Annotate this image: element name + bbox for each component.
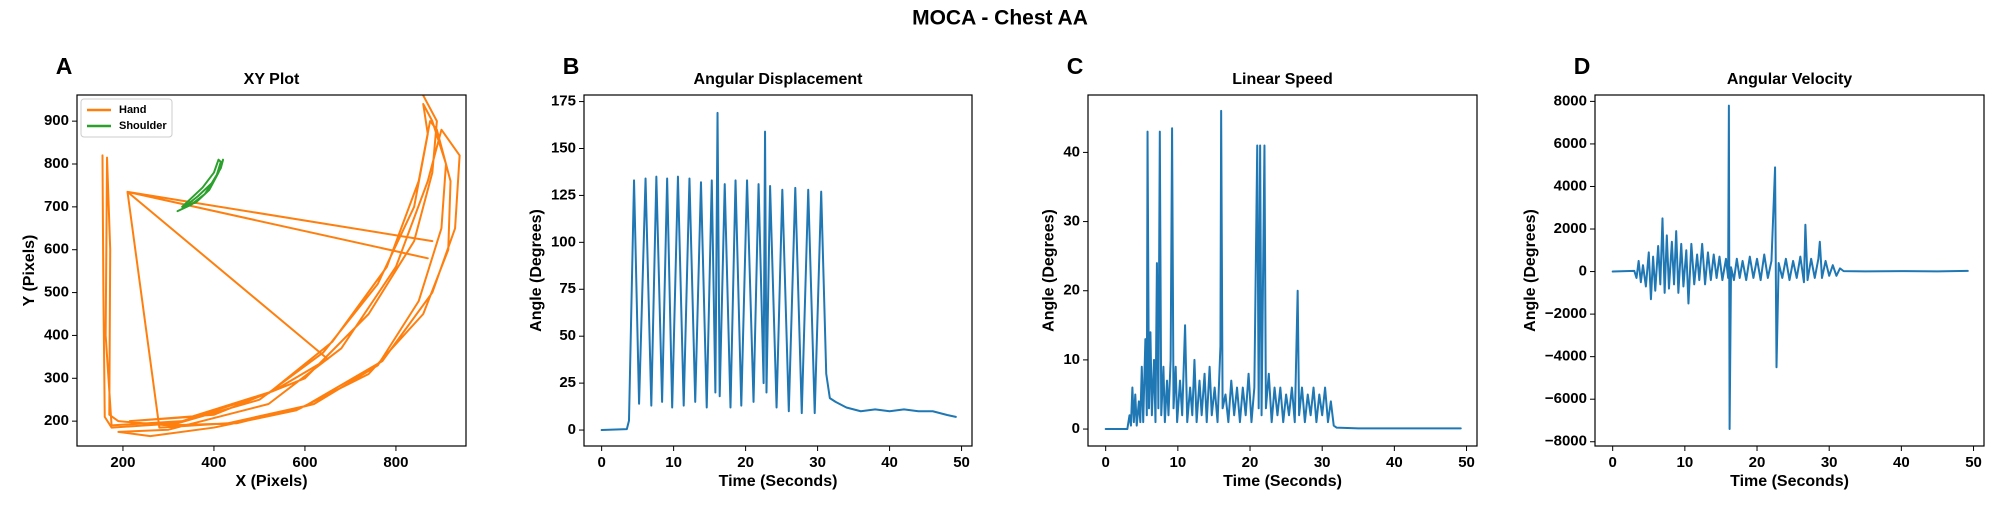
y-tick-label: 75 xyxy=(559,280,576,297)
x-tick-label: 600 xyxy=(292,454,317,471)
x-tick-label: 40 xyxy=(881,454,898,471)
x-tick-label: 50 xyxy=(953,454,970,471)
data-line xyxy=(1104,109,1462,431)
y-tick-label: 20 xyxy=(1063,282,1080,299)
y-tick-label: 500 xyxy=(44,284,69,301)
x-tick-label: 40 xyxy=(1386,454,1403,471)
y-tick-label: 4000 xyxy=(1554,177,1587,194)
figure-title: MOCA - Chest AA xyxy=(912,7,1088,30)
y-tick-label: −8000 xyxy=(1545,433,1587,450)
legend-label: Hand xyxy=(119,104,147,116)
data-line xyxy=(600,111,957,432)
y-tick-label: 6000 xyxy=(1554,135,1587,152)
panel-label: A xyxy=(56,53,73,79)
y-axis-label: Y (Pixels) xyxy=(21,235,38,307)
x-axis-label: Time (Seconds) xyxy=(1223,473,1342,490)
x-tick-label: 800 xyxy=(383,454,408,471)
x-tick-label: 0 xyxy=(1102,454,1110,471)
legend-box xyxy=(80,98,173,138)
x-axis-label: Time (Seconds) xyxy=(719,473,838,490)
panel-label: D xyxy=(1574,53,1591,79)
x-tick-label: 20 xyxy=(1749,454,1766,471)
x-tick-label: 40 xyxy=(1893,454,1910,471)
plot-area xyxy=(1611,104,1969,430)
y-tick-label: 0 xyxy=(1072,420,1080,437)
y-axis-label: Angle (Degrees) xyxy=(1041,209,1058,332)
subplot-title: XY Plot xyxy=(244,71,300,88)
y-tick-label: 600 xyxy=(44,241,69,258)
y-tick-label: 8000 xyxy=(1554,92,1587,109)
y-tick-label: 10 xyxy=(1063,351,1080,368)
y-tick-label: 400 xyxy=(44,326,69,343)
y-tick-label: 700 xyxy=(44,198,69,215)
y-tick-label: 100 xyxy=(551,233,576,250)
x-tick-label: 50 xyxy=(1458,454,1475,471)
y-tick-label: −2000 xyxy=(1545,305,1587,322)
y-tick-label: 300 xyxy=(44,369,69,386)
y-tick-label: 150 xyxy=(551,139,576,156)
y-tick-label: 200 xyxy=(44,412,69,429)
y-tick-label: 30 xyxy=(1063,213,1080,230)
data-line xyxy=(101,95,461,438)
x-tick-label: 50 xyxy=(1965,454,1982,471)
x-tick-label: 0 xyxy=(597,454,605,471)
axes-frame xyxy=(1087,94,1478,447)
y-tick-label: 175 xyxy=(551,93,576,110)
x-tick-label: 30 xyxy=(809,454,826,471)
data-line xyxy=(176,158,225,213)
y-tick-label: 40 xyxy=(1063,143,1080,160)
x-tick-label: 0 xyxy=(1609,454,1617,471)
x-tick-label: 10 xyxy=(1170,454,1187,471)
subplot-title: Angular Displacement xyxy=(694,71,864,88)
y-tick-label: 25 xyxy=(559,374,576,391)
x-tick-label: 20 xyxy=(737,454,754,471)
plot-area xyxy=(600,111,957,432)
subplot-title: Angular Velocity xyxy=(1727,71,1852,88)
y-tick-label: 0 xyxy=(568,421,576,438)
x-tick-label: 10 xyxy=(665,454,682,471)
x-axis-label: X (Pixels) xyxy=(235,473,307,490)
panel-label: C xyxy=(1067,53,1084,79)
y-tick-label: 2000 xyxy=(1554,220,1587,237)
y-tick-label: 125 xyxy=(551,186,576,203)
x-tick-label: 30 xyxy=(1821,454,1838,471)
y-tick-label: 50 xyxy=(559,327,576,344)
legend-label: Shoulder xyxy=(119,120,167,132)
x-tick-label: 30 xyxy=(1314,454,1331,471)
data-line xyxy=(1611,104,1969,430)
plot-area xyxy=(101,95,461,438)
x-tick-label: 200 xyxy=(110,454,135,471)
axes-frame xyxy=(1594,94,1985,447)
y-tick-label: 0 xyxy=(1579,263,1587,280)
subplot-title: Linear Speed xyxy=(1232,71,1332,88)
y-tick-label: −4000 xyxy=(1545,348,1587,365)
x-tick-label: 10 xyxy=(1677,454,1694,471)
x-axis-label: Time (Seconds) xyxy=(1730,473,1849,490)
y-tick-label: 800 xyxy=(44,155,69,172)
x-tick-label: 20 xyxy=(1242,454,1259,471)
y-axis-label: Angle (Degrees) xyxy=(528,209,545,332)
x-tick-label: 400 xyxy=(201,454,226,471)
plot-area xyxy=(1104,109,1462,431)
y-tick-label: −6000 xyxy=(1545,390,1587,407)
y-tick-label: 900 xyxy=(44,112,69,129)
y-axis-label: Angle (Degrees) xyxy=(1522,209,1539,332)
panel-label: B xyxy=(563,53,580,79)
axes-frame xyxy=(583,94,973,447)
axes-frame xyxy=(76,94,467,447)
